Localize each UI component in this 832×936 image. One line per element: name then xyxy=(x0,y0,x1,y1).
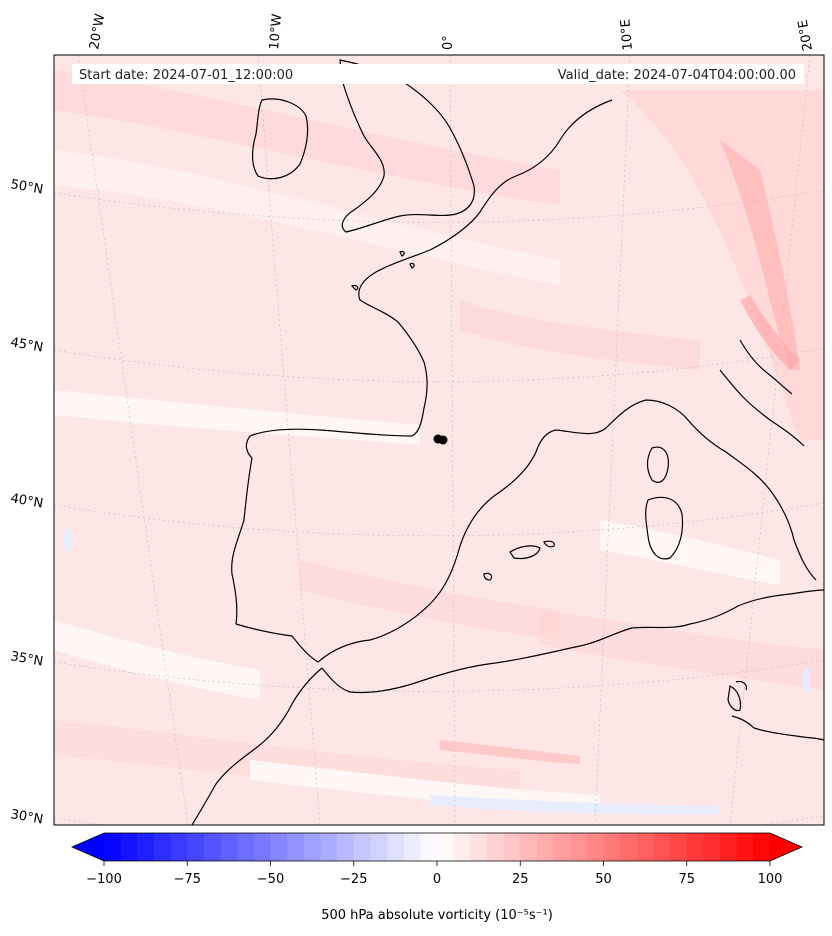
colorbar-cell xyxy=(403,833,421,861)
colorbar-tick-label: 100 xyxy=(758,872,783,887)
colorbar-cell xyxy=(120,833,138,861)
marker-cluster xyxy=(433,434,448,445)
colorbar-cell xyxy=(337,833,355,861)
lat-label-30n: 30°N xyxy=(9,807,44,827)
colorbar-tick-label: 50 xyxy=(595,872,612,887)
colorbar-extend-min xyxy=(72,833,104,861)
colorbar-cell xyxy=(437,833,455,861)
date-bar-background xyxy=(72,64,804,84)
colorbar-ticks: −100 −75 −50 −25 0 25 50 75 100 xyxy=(86,861,782,887)
colorbar-cell xyxy=(453,833,471,861)
colorbar-cell xyxy=(670,833,688,861)
colorbar-cell xyxy=(620,833,638,861)
colorbar-cell xyxy=(104,833,122,861)
valid-date-label: Valid_date: 2024-07-04T04:00:00.00 xyxy=(558,68,796,83)
lon-label-20e: 20°E xyxy=(796,19,816,52)
colorbar-cell xyxy=(536,833,555,861)
colorbar-cell xyxy=(553,833,571,861)
colorbar-cell xyxy=(303,833,321,861)
colorbar-cell xyxy=(720,833,738,861)
colorbar-cell xyxy=(470,833,488,861)
colorbar-cell xyxy=(270,833,288,861)
start-date-label: Start date: 2024-07-01_12:00:00 xyxy=(79,68,293,83)
lon-label-20w: 20°W xyxy=(87,13,108,51)
lon-label-10e: 10°E xyxy=(618,19,636,51)
colorbar-cell xyxy=(153,833,172,861)
colorbar-cell xyxy=(137,833,155,861)
graticule xyxy=(54,55,824,825)
colorbar-label: 500 hPa absolute vorticity (10⁻⁵s⁻¹) xyxy=(321,908,553,923)
lon-label-0: 0° xyxy=(441,35,456,50)
colorbar-cell xyxy=(287,833,305,861)
lon-label-10w: 10°W xyxy=(267,13,285,50)
colorbar-tick-label: −75 xyxy=(174,872,201,887)
colorbar-tick-label: −25 xyxy=(340,872,367,887)
colorbar-cell xyxy=(586,833,604,861)
colorbar-tick-label: 0 xyxy=(433,872,441,887)
colorbar-extend-max xyxy=(770,833,802,861)
coastlines xyxy=(191,59,824,825)
colorbar-cell xyxy=(370,833,388,861)
colorbar-cell xyxy=(220,833,238,861)
colorbar-tick-label: −100 xyxy=(86,872,122,887)
lat-label-45n: 45°N xyxy=(9,335,44,355)
colorbar-cell xyxy=(170,833,188,861)
vorticity-field xyxy=(54,70,824,815)
colorbar-cell xyxy=(486,833,505,861)
colorbar-tick-label: 25 xyxy=(512,872,529,887)
colorbar-cell xyxy=(653,833,671,861)
lon-labels: 20°W 10°W 0° 10°E 20°E xyxy=(87,13,816,52)
colorbar-cells xyxy=(104,833,771,861)
colorbar-cell xyxy=(570,833,588,861)
map-frame xyxy=(53,54,825,826)
colorbar-cell xyxy=(703,833,721,861)
map-panel: Start date: 2024-07-01_12:00:00 Valid_da… xyxy=(54,55,824,825)
colorbar-cell xyxy=(503,833,521,861)
lat-label-50n: 50°N xyxy=(9,177,44,197)
colorbar-cell xyxy=(237,833,255,861)
colorbar-cell xyxy=(736,833,754,861)
lat-labels: 50°N 45°N 40°N 35°N 30°N xyxy=(9,177,44,827)
colorbar-cell xyxy=(253,833,271,861)
colorbar-cell xyxy=(420,833,438,861)
colorbar-cell xyxy=(636,833,654,861)
colorbar-cell xyxy=(753,833,771,861)
lat-label-35n: 35°N xyxy=(9,649,44,669)
colorbar-cell xyxy=(520,833,538,861)
colorbar-cell xyxy=(320,833,338,861)
colorbar-cell xyxy=(203,833,222,861)
colorbar: −100 −75 −50 −25 0 25 50 75 100 500 hPa absolute… xyxy=(71,832,803,923)
colorbar-cell xyxy=(686,833,704,861)
colorbar-tick-label: 75 xyxy=(678,872,695,887)
colorbar-cell xyxy=(603,833,621,861)
lat-label-40n: 40°N xyxy=(9,491,44,511)
colorbar-cell xyxy=(187,833,205,861)
colorbar-tick-label: −50 xyxy=(257,872,284,887)
colorbar-cell xyxy=(353,833,371,861)
colorbar-cell xyxy=(387,833,405,861)
